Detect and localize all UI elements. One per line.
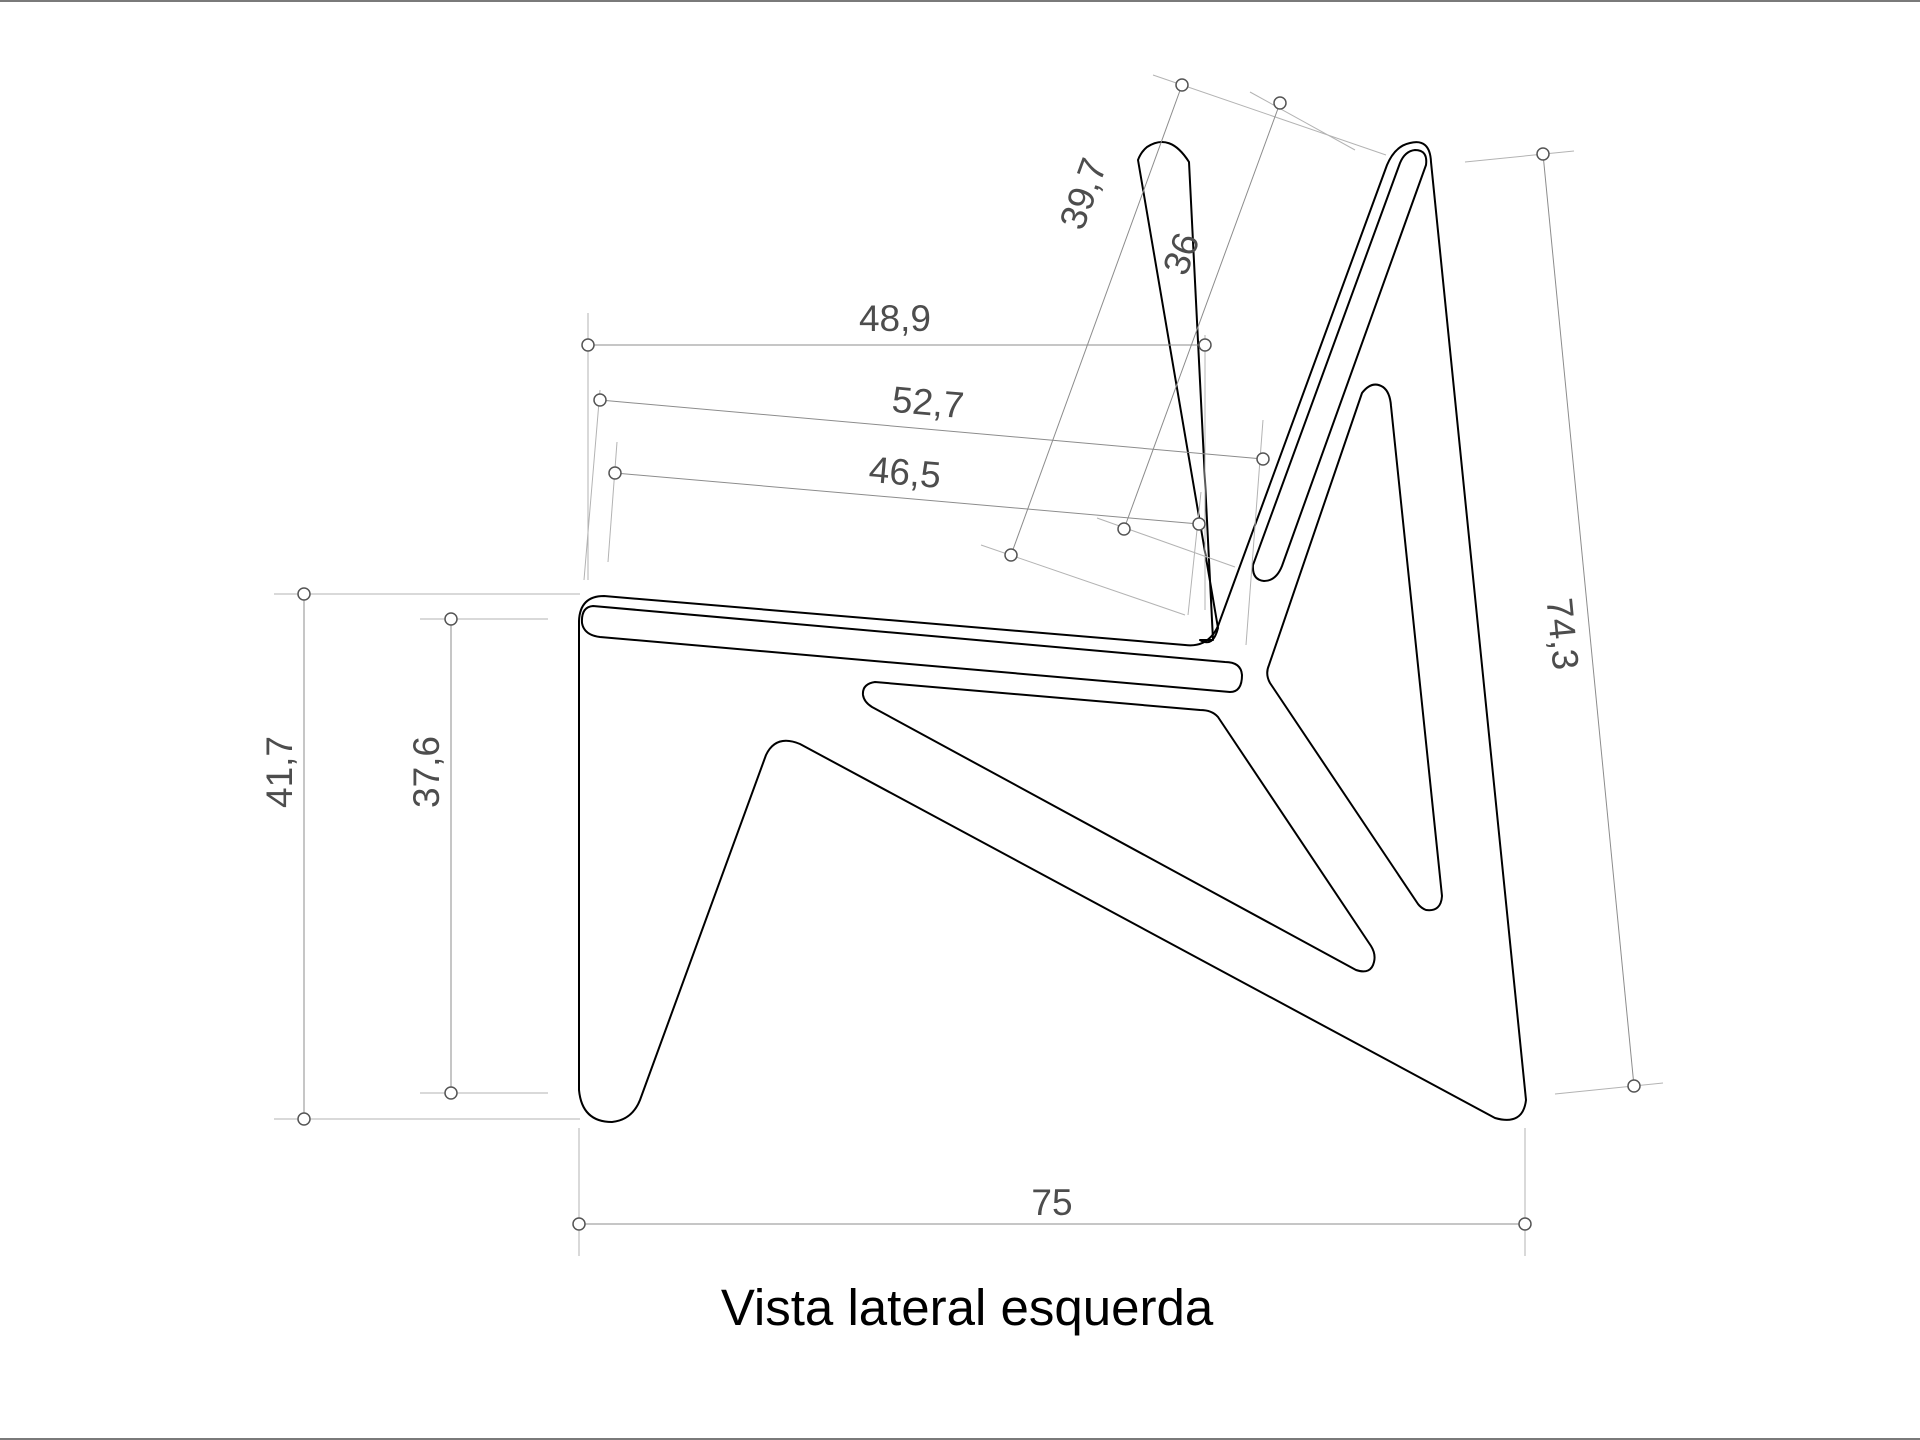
dim-line-46-5 [614, 472, 1200, 525]
seat-slot [580, 605, 1243, 693]
upper-inner-cutout [1266, 383, 1443, 912]
dim-label-41-7: 41,7 [259, 736, 300, 808]
lower-inner-cutout [861, 681, 1376, 973]
chair-side-profile [578, 141, 1527, 1123]
chair-outer-contour [1137, 141, 1219, 644]
dim-line-74-3 [1542, 153, 1635, 1087]
backrest-slot [1251, 149, 1428, 582]
view-caption: Vista lateral esquerda [721, 1279, 1214, 1336]
dim-line-52-7 [599, 399, 1264, 460]
dim-label-75: 75 [1031, 1182, 1072, 1223]
dim-label-46-5: 46,5 [867, 449, 942, 496]
dim-label-52-7: 52,7 [890, 379, 965, 426]
dimension-lines [297, 78, 1641, 1231]
chair-outer-contour-main [1141, 141, 1217, 640]
dim-line-39-7 [1010, 84, 1183, 556]
chair-frame-outline [578, 141, 1527, 1123]
dim-line-36 [1123, 102, 1281, 530]
dim-label-39-7: 39,7 [1052, 153, 1115, 235]
extension-lines [274, 74, 1664, 1256]
dim-label-48-9: 48,9 [859, 298, 931, 339]
dim-label-74-3: 74,3 [1539, 596, 1587, 672]
dimension-labels: 48,9 52,7 46,5 39,7 36 74,3 41,7 37,6 75 [259, 153, 1586, 1223]
dim-label-36: 36 [1155, 227, 1208, 280]
dim-label-37-6: 37,6 [406, 736, 447, 808]
